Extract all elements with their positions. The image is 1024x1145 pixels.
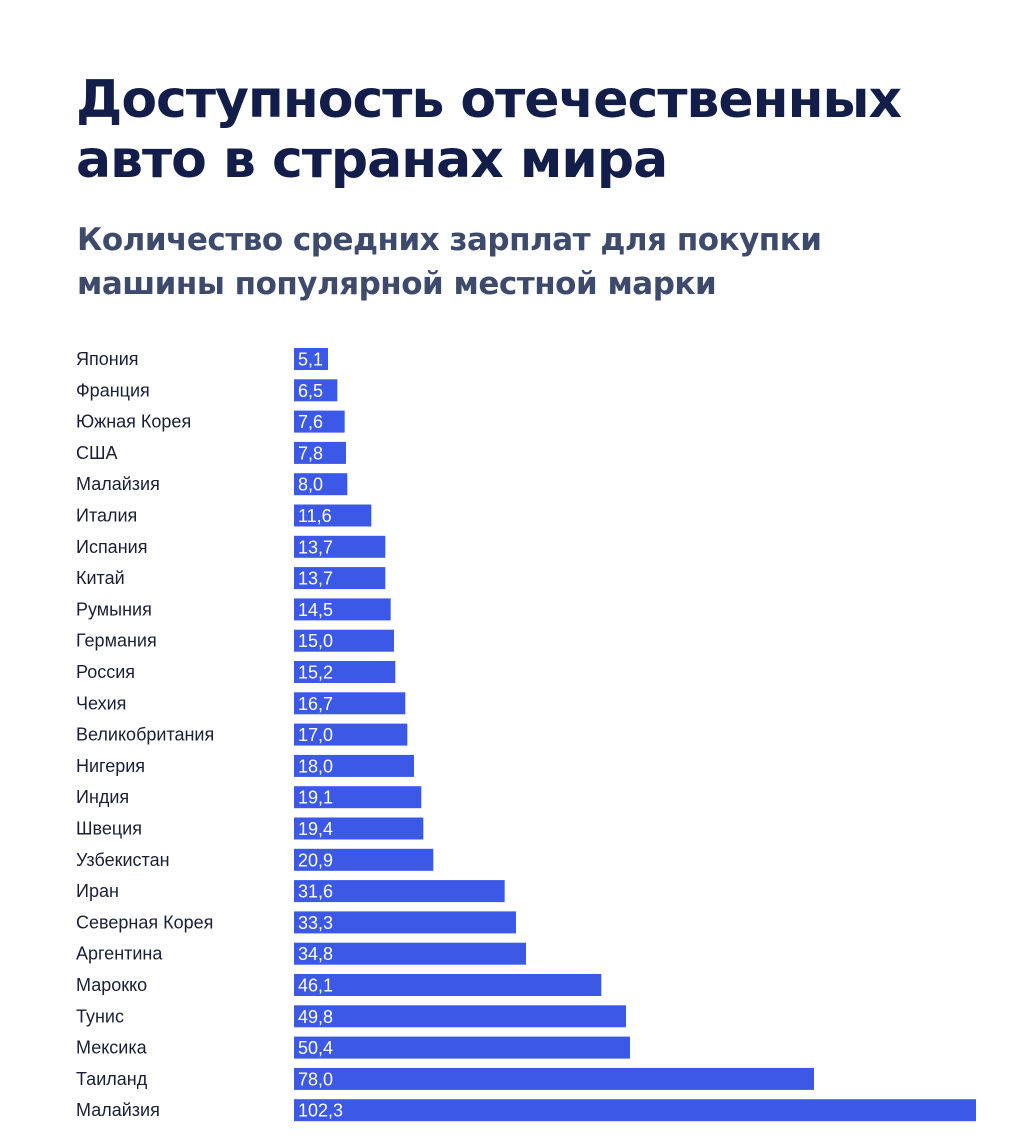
category-label: Франция: [76, 380, 150, 400]
bar: [294, 817, 424, 840]
bar: [294, 942, 526, 965]
bar: [294, 911, 516, 934]
bar: [294, 567, 386, 590]
bar: [294, 1067, 814, 1090]
value-label: 13,7: [298, 537, 333, 557]
bar: [294, 1036, 630, 1059]
value-label: 14,5: [298, 600, 333, 620]
category-label: США: [76, 443, 118, 463]
bar: [294, 848, 434, 871]
value-label: 7,6: [298, 412, 323, 432]
category-label: Марокко: [76, 975, 147, 995]
bar: [294, 723, 408, 746]
bar: [294, 410, 345, 433]
value-label: 78,0: [298, 1069, 333, 1089]
bar: [294, 692, 406, 715]
chart-subtitle: Количество средних зарплат для покупки м…: [77, 222, 822, 302]
category-label: Россия: [76, 662, 135, 682]
bar: [294, 1005, 626, 1028]
value-label: 33,3: [298, 913, 333, 933]
value-label: 31,6: [298, 882, 333, 902]
category-label: Индия: [76, 787, 129, 807]
value-label: 5,1: [298, 350, 323, 370]
category-label: Великобритания: [76, 725, 214, 745]
bar: [294, 629, 394, 652]
value-label: 16,7: [298, 694, 333, 714]
category-label: Малайзия: [76, 1100, 160, 1120]
category-label: Румыния: [76, 599, 152, 619]
category-label: Узбекистан: [76, 850, 170, 870]
bar: [294, 974, 602, 996]
bar: [294, 754, 414, 777]
value-label: 11,6: [298, 506, 332, 526]
category-label: Малайзия: [76, 474, 160, 494]
value-label: 8,0: [298, 475, 323, 495]
category-label: Германия: [76, 631, 157, 651]
chart-title: Доступность отечественных авто в странах…: [76, 70, 902, 190]
value-label: 49,8: [298, 1007, 333, 1027]
category-label: Китай: [76, 568, 125, 588]
category-label: Мексика: [76, 1038, 148, 1058]
value-label: 7,8: [298, 443, 323, 463]
value-label: 13,7: [298, 569, 333, 589]
bar: [294, 504, 372, 527]
bar: [294, 880, 505, 903]
bar: [294, 1099, 976, 1122]
value-label: 19,4: [298, 819, 333, 839]
bar: [294, 348, 328, 370]
bar: [294, 441, 346, 464]
category-label: Южная Корея: [76, 412, 191, 432]
category-label: Таиланд: [76, 1069, 148, 1089]
value-label: 34,8: [298, 944, 333, 964]
category-label: Северная Корея: [76, 912, 213, 932]
value-label: 19,1: [298, 788, 333, 808]
value-label: 18,0: [298, 756, 333, 776]
category-label: Чехия: [76, 693, 126, 713]
value-label: 15,0: [298, 631, 333, 651]
category-label: Тунис: [76, 1006, 124, 1026]
category-label: Аргентина: [76, 944, 163, 964]
category-label: Испания: [76, 537, 147, 557]
category-label: Япония: [76, 349, 139, 369]
category-label: Швеция: [76, 819, 142, 839]
value-label: 20,9: [298, 850, 333, 870]
bar: [294, 379, 338, 402]
category-label: Иран: [76, 881, 119, 901]
value-label: 46,1: [298, 976, 333, 996]
bar: [294, 661, 396, 683]
value-label: 102,3: [298, 1101, 343, 1121]
category-label: Нигерия: [76, 756, 145, 776]
value-label: 6,5: [298, 381, 323, 401]
bar: [294, 535, 386, 558]
value-label: 50,4: [298, 1038, 333, 1058]
bar: [294, 598, 391, 621]
bar: [294, 473, 348, 496]
category-label: Италия: [76, 506, 137, 526]
value-label: 15,2: [298, 663, 333, 683]
bar: [294, 786, 422, 809]
value-label: 17,0: [298, 725, 333, 745]
